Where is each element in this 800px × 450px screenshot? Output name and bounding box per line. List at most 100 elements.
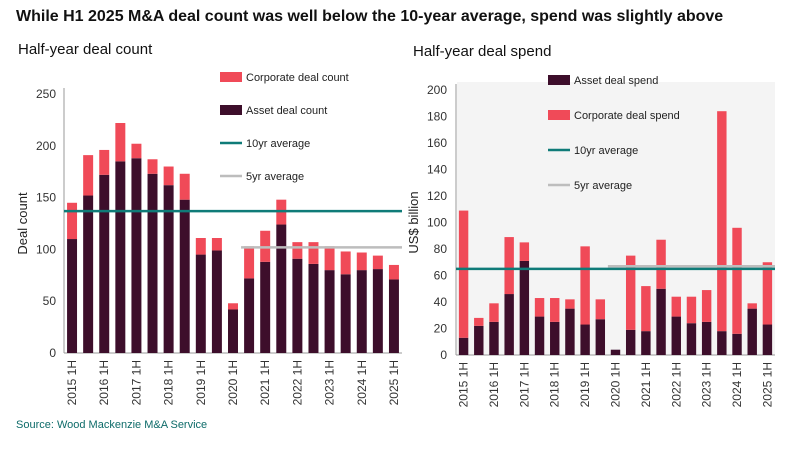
corporate-bar	[163, 166, 174, 186]
asset-bar	[163, 185, 174, 353]
corporate-bar	[292, 242, 303, 259]
corporate-bar	[565, 299, 575, 309]
x-tick-label: 2020 1H	[609, 362, 623, 407]
asset-bar	[67, 239, 78, 353]
x-tick-label: 2024 1H	[355, 360, 369, 405]
x-tick-label: 2025 1H	[387, 360, 401, 405]
asset-bar	[211, 250, 222, 353]
legend-label: 10yr average	[246, 138, 310, 150]
y-tick-label: 20	[434, 322, 448, 336]
x-tick-label: 2018 1H	[548, 362, 562, 407]
corporate-bar	[372, 255, 383, 270]
asset-bar	[308, 263, 319, 353]
corporate-bar	[686, 296, 697, 324]
corporate-bar	[762, 262, 773, 325]
corporate-bar	[595, 299, 606, 320]
asset-bar	[747, 308, 757, 355]
legend-swatch	[220, 72, 242, 82]
asset-bar	[534, 316, 545, 355]
asset-bar	[147, 173, 158, 353]
legend-label: Corporate deal spend	[574, 110, 680, 122]
asset-bar	[519, 260, 530, 355]
legend-swatch	[548, 110, 570, 120]
corporate-bar	[244, 246, 255, 279]
y-tick-label: 160	[427, 136, 447, 150]
asset-bar	[701, 321, 712, 355]
x-tick-label: 2017 1H	[517, 362, 531, 407]
corporate-bar	[388, 264, 399, 280]
deal-spend-chart: 0 20 40 60 80 100 120 140 160 180 200 US$ billion 20…	[406, 75, 775, 407]
asset-bar	[580, 324, 590, 355]
x-tick-label: 2025 1H	[760, 362, 774, 407]
corporate-bar	[717, 111, 727, 332]
corporate-bar	[625, 255, 636, 330]
corporate-bar	[340, 251, 351, 275]
corporate-bar	[504, 237, 514, 295]
corporate-bar	[99, 149, 110, 175]
asset-bar	[732, 333, 742, 355]
y-tick-label: 250	[36, 87, 56, 101]
y-tick-label: 180	[427, 110, 447, 124]
y-tick-label: 60	[434, 269, 448, 283]
asset-bar	[595, 319, 606, 355]
asset-bar	[115, 161, 126, 353]
x-tick-label: 2015 1H	[457, 362, 471, 407]
corporate-bar	[747, 303, 757, 309]
corporate-bar	[324, 246, 335, 271]
asset-bar	[83, 195, 94, 353]
x-tick-label: 2023 1H	[700, 362, 714, 407]
legend-label: Asset deal count	[246, 105, 327, 117]
asset-bar	[641, 331, 651, 355]
corporate-bar	[701, 290, 712, 322]
x-tick-label: 2016 1H	[97, 360, 111, 405]
asset-bar	[610, 349, 621, 355]
legend-label: Asset deal spend	[574, 75, 658, 87]
y-tick-label: 40	[434, 295, 448, 309]
x-tick-label: 2018 1H	[162, 360, 176, 405]
left-chart-title: Half-year deal count	[18, 41, 153, 58]
x-tick-label: 2021 1H	[639, 362, 653, 407]
asset-bar	[388, 279, 399, 353]
asset-bar	[324, 270, 335, 353]
corporate-bar	[671, 296, 681, 317]
asset-bar	[131, 158, 142, 353]
corporate-bar	[356, 252, 367, 271]
y-tick-label: 150	[36, 191, 56, 205]
asset-bar	[260, 261, 271, 353]
asset-bar	[625, 329, 636, 355]
corporate-bar	[580, 246, 590, 325]
asset-bar	[504, 294, 514, 355]
asset-bar	[671, 316, 681, 355]
x-tick-label: 2019 1H	[578, 362, 592, 407]
x-tick-label: 2019 1H	[194, 360, 208, 405]
x-tick-label: 2022 1H	[669, 362, 683, 407]
y-axis-label: US$ billion	[406, 191, 421, 253]
asset-bar	[656, 288, 666, 355]
y-tick-label: 100	[427, 216, 447, 230]
corporate-bar	[147, 159, 158, 174]
y-tick-label: 100	[36, 242, 56, 256]
corporate-bar	[519, 242, 530, 261]
legend-label: 5yr average	[246, 171, 304, 183]
corporate-bar	[458, 210, 469, 338]
corporate-bar	[656, 239, 666, 289]
asset-bar	[565, 308, 575, 355]
y-tick-label: 140	[427, 163, 447, 177]
asset-bar	[458, 337, 469, 355]
legend-label: 5yr average	[574, 180, 632, 192]
corporate-bar	[474, 317, 484, 326]
right-chart-title: Half-year deal spend	[413, 43, 552, 60]
corporate-bar	[83, 155, 94, 196]
x-tick-label: 2016 1H	[487, 362, 501, 407]
corporate-bar	[67, 202, 78, 240]
asset-bar	[99, 174, 110, 353]
corporate-bar	[228, 303, 238, 310]
y-tick-label: 50	[43, 294, 57, 308]
source-note: Source: Wood Mackenzie M&A Service	[16, 419, 208, 431]
asset-bar	[244, 278, 255, 353]
asset-bar	[474, 325, 484, 355]
legend-swatch	[220, 105, 242, 115]
corporate-bar	[489, 303, 499, 322]
corporate-bar	[550, 298, 560, 322]
